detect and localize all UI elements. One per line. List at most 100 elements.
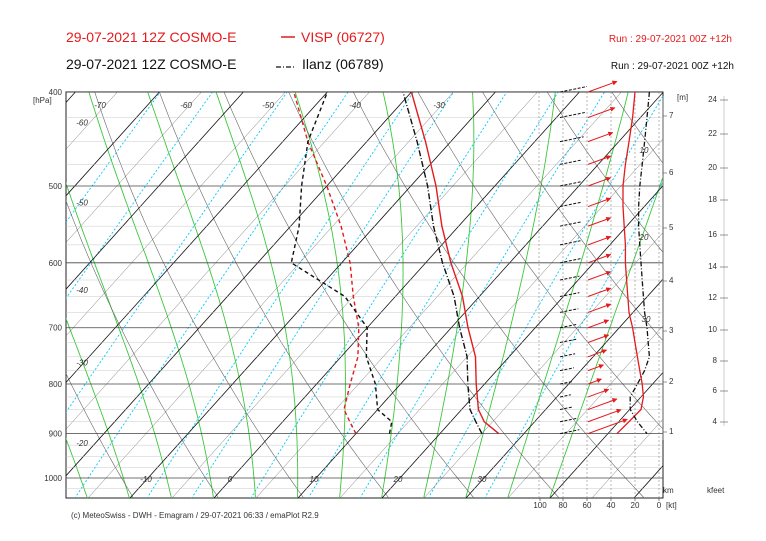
isotherm-label: 10: [310, 475, 319, 484]
isotherm-label: 30: [478, 475, 487, 484]
dry-adiabat-line: [66, 372, 134, 498]
mixing-ratio-line: [250, 92, 508, 498]
kfeet-tick-label: 12: [708, 293, 717, 302]
mixing-ratio-line: [427, 94, 663, 498]
isotherm-label: -60: [180, 101, 192, 110]
isotherm-label: -20: [76, 439, 88, 448]
isotherm-line: [718, 92, 766, 499]
isotherm-minor-line: [676, 92, 766, 499]
ilanz-wind-arrow: [559, 353, 576, 358]
isotherm-label: -30: [76, 358, 88, 367]
kfeet-tick-label: 22: [708, 129, 717, 138]
isotherm-minor-line: [66, 92, 202, 243]
isotherm-minor-line: [255, 92, 622, 498]
meter-unit: [m]: [677, 93, 688, 102]
mixing-ratio-label: 20: [639, 233, 649, 242]
isotherm-label: 0: [228, 475, 233, 484]
kfeet-tick-label: 10: [708, 325, 717, 334]
ilanz-temperature-profile: [402, 92, 483, 434]
y-tick-label: 400: [49, 88, 63, 97]
visp-wind-arrow: [587, 408, 622, 423]
isotherm-minor-line: [339, 138, 663, 498]
isotherm-line: [66, 92, 328, 384]
isotherm-label: -50: [76, 199, 88, 208]
visp-wind-arrow: [587, 364, 604, 372]
ilanz-wind-arrow: [559, 240, 581, 246]
y-tick-label: 700: [49, 324, 63, 333]
mixing-ratio-line: [484, 181, 663, 498]
kfeet-tick-label: 24: [708, 95, 717, 104]
ilanz-wind-speed-curve: [629, 91, 651, 435]
kfeet-tick-label: 16: [708, 230, 717, 239]
isotherm-line: [66, 92, 76, 104]
dry-adiabat-line: [676, 92, 766, 499]
km-label: km: [663, 486, 674, 495]
visp-wind-arrow: [587, 106, 616, 119]
isotherm-line: [129, 92, 496, 498]
mixing-ratio-line: [307, 92, 559, 498]
ilanz-wind-arrow: [559, 201, 582, 208]
ilanz-wind-arrow: [559, 429, 580, 435]
visp-wind-arrow: [587, 235, 612, 246]
visp-temperature-profile: [410, 92, 500, 435]
ilanz-wind-arrow: [559, 323, 578, 329]
wind-tick-label: 0: [657, 501, 662, 510]
ilanz-wind-arrow: [559, 159, 582, 165]
isotherm-minor-line: [171, 92, 538, 498]
visp-wind-arrow: [587, 217, 612, 227]
wind-tick-label: 20: [631, 501, 640, 510]
ilanz-wind-arrow: [559, 275, 580, 281]
visp-wind-arrow: [587, 418, 628, 435]
visp-wind-arrow: [587, 197, 612, 208]
y-tick-label: 900: [49, 430, 63, 439]
ilanz-wind-arrow: [559, 136, 584, 143]
isotherm-label: -40: [349, 101, 361, 110]
kfeet-tick-label: 18: [708, 195, 717, 204]
kfeet-unit: kfeet: [707, 486, 725, 495]
footer-credit: (c) MeteoSwiss - DWH - Emagram / 29-07-2…: [71, 511, 319, 520]
meter-tick-label: 5: [669, 223, 674, 232]
ilanz-wind-arrow: [559, 308, 579, 313]
run-ilanz: Run : 29-07-2021 00Z +12h: [611, 61, 734, 72]
meter-tick-label: 6: [669, 168, 674, 177]
isotherm-minor-line: [66, 92, 370, 430]
kfeet-tick-label: 6: [713, 386, 718, 395]
y-tick-label: 600: [49, 259, 63, 268]
wind-tick-label: 80: [559, 501, 568, 510]
visp-wind-arrow: [587, 155, 612, 165]
isotherm-minor-line: [87, 92, 454, 498]
isotherm-line: [66, 92, 244, 290]
dry-adiabat-line: [741, 92, 766, 499]
isotherm-line: [66, 92, 160, 197]
dry-adiabat-line: [546, 92, 663, 253]
kfeet-tick-label: 8: [713, 356, 718, 365]
visp-wind-arrow: [587, 319, 610, 329]
ilanz-wind-arrow: [559, 380, 574, 385]
ilanz-wind-arrow: [559, 394, 571, 398]
meter-tick-label: 7: [669, 111, 674, 120]
visp-wind-arrow: [587, 334, 610, 343]
ilanz-wind-arrow: [559, 221, 582, 227]
y-tick-label: 1000: [44, 474, 62, 483]
kfeet-tick-label: 4: [713, 417, 718, 426]
visp-wind-arrow: [587, 176, 612, 187]
wind-tick-label: 40: [607, 501, 616, 510]
isotherm-line: [213, 92, 580, 498]
visp-wind-speed-curve: [616, 91, 645, 435]
kfeet-tick-label: 20: [708, 163, 717, 172]
run-visp: Run : 29-07-2021 00Z +12h: [609, 34, 732, 45]
isotherm-line: [297, 92, 663, 498]
isotherm-line: [465, 278, 663, 498]
meter-tick-label: 3: [669, 326, 674, 335]
title-ilanz-date: 29-07-2021 12Z COSMO-E: [66, 56, 236, 72]
ilanz-wind-arrow: [559, 292, 580, 298]
isotherm-label: -60: [76, 118, 88, 127]
isotherm-minor-line: [591, 418, 663, 498]
isotherm-label: -10: [140, 475, 152, 484]
isotherm-label: -30: [433, 101, 445, 110]
legend-visp: VISP (06727): [301, 29, 385, 45]
isotherm-label: -70: [94, 101, 106, 110]
wind-tick-label: 60: [583, 501, 592, 510]
dry-adiabat-line: [0, 92, 49, 499]
